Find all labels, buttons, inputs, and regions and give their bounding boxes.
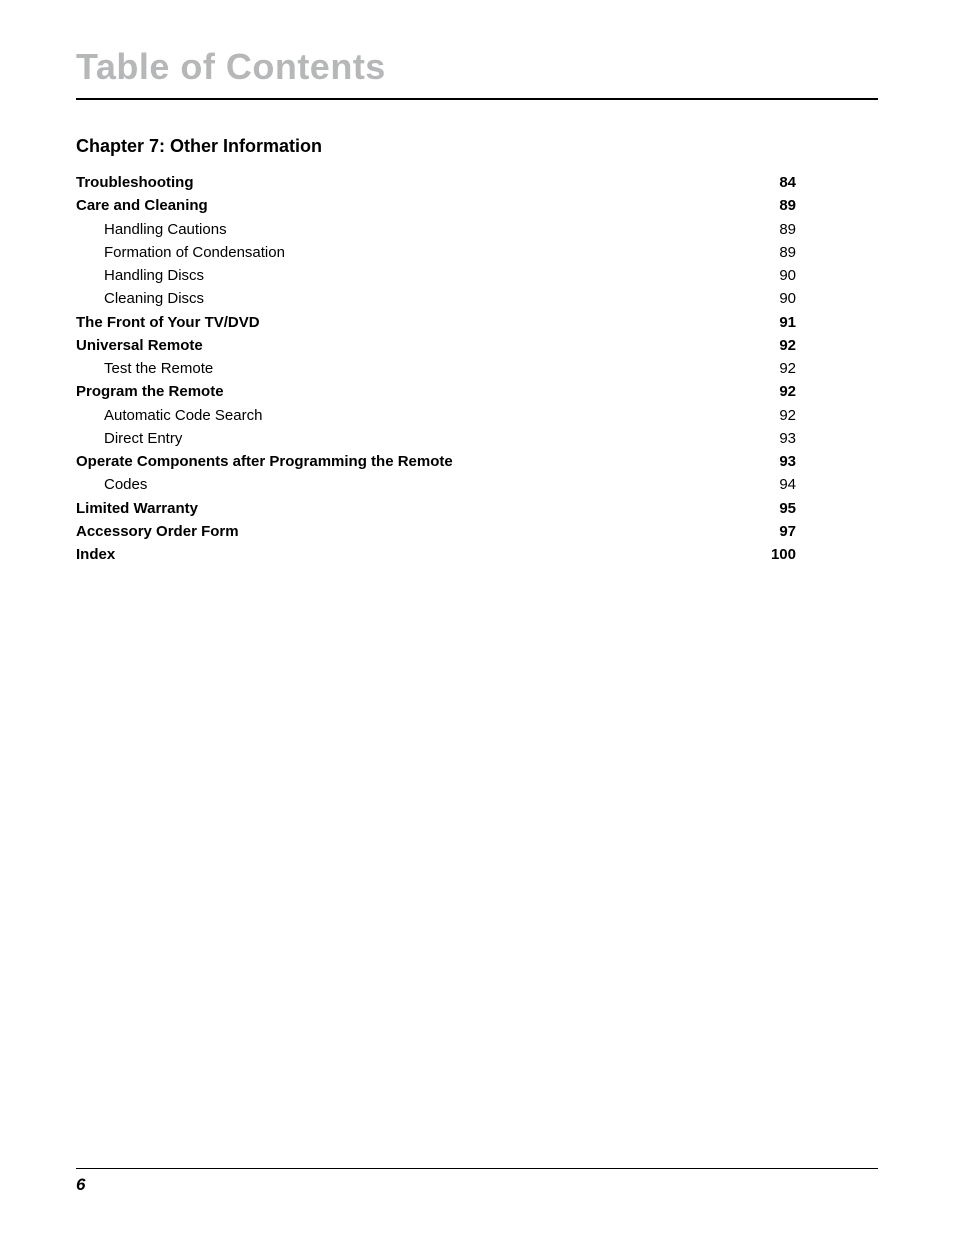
toc-entry-page: 95 — [779, 497, 796, 520]
toc-entry-page: 89 — [779, 241, 796, 264]
page-footer: 6 — [76, 1168, 878, 1195]
toc-entry: Universal Remote 92 — [76, 334, 796, 357]
toc-entry: Test the Remote 92 — [76, 357, 796, 380]
toc-entry-label: Accessory Order Form — [76, 520, 239, 543]
toc-entry-label: Cleaning Discs — [76, 287, 204, 310]
toc-entry-page: 92 — [779, 334, 796, 357]
toc-entry-page: 92 — [779, 404, 796, 427]
toc-entry-label: Program the Remote — [76, 380, 224, 403]
toc-entry: Automatic Code Search 92 — [76, 404, 796, 427]
toc-entry: Index 100 — [76, 543, 796, 566]
toc-entry: Cleaning Discs 90 — [76, 287, 796, 310]
toc-entry-label: Automatic Code Search — [76, 404, 262, 427]
toc-entry-page: 97 — [779, 520, 796, 543]
toc-entry: Program the Remote 92 — [76, 380, 796, 403]
toc-entry: Codes 94 — [76, 473, 796, 496]
toc-entry: Accessory Order Form 97 — [76, 520, 796, 543]
toc-entry-label: Direct Entry — [76, 427, 182, 450]
footer-rule — [76, 1168, 878, 1169]
toc-entry-page: 92 — [779, 380, 796, 403]
toc-entry-label: Codes — [76, 473, 147, 496]
toc-entry-label: The Front of Your TV/DVD — [76, 311, 260, 334]
toc-entry-page: 89 — [779, 194, 796, 217]
toc-entry-label: Formation of Condensation — [76, 241, 285, 264]
toc-entry-page: 89 — [779, 218, 796, 241]
document-title: Table of Contents — [76, 46, 878, 88]
toc-list: Troubleshooting84Care and Cleaning89Hand… — [76, 171, 796, 566]
toc-entry-page: 84 — [779, 171, 796, 194]
title-rule — [76, 98, 878, 100]
toc-entry: Handling Cautions 89 — [76, 218, 796, 241]
toc-entry-label: Troubleshooting — [76, 171, 194, 194]
toc-entry: Care and Cleaning 89 — [76, 194, 796, 217]
toc-entry: Handling Discs 90 — [76, 264, 796, 287]
toc-entry-page: 92 — [779, 357, 796, 380]
toc-entry: The Front of Your TV/DVD 91 — [76, 311, 796, 334]
toc-entry: Troubleshooting 84 — [76, 171, 796, 194]
toc-entry-page: 94 — [779, 473, 796, 496]
toc-entry-label: Operate Components after Programming the… — [76, 450, 453, 473]
toc-entry-label: Care and Cleaning — [76, 194, 208, 217]
toc-entry-page: 91 — [779, 311, 796, 334]
toc-entry-label: Universal Remote — [76, 334, 203, 357]
toc-entry-label: Handling Discs — [76, 264, 204, 287]
toc-entry-label: Handling Cautions — [76, 218, 227, 241]
toc-entry: Limited Warranty 95 — [76, 497, 796, 520]
toc-entry-label: Index — [76, 543, 115, 566]
page-number: 6 — [76, 1175, 878, 1195]
toc-entry-label: Test the Remote — [76, 357, 213, 380]
toc-entry-page: 100 — [771, 543, 796, 566]
toc-entry-label: Limited Warranty — [76, 497, 198, 520]
toc-entry-page: 90 — [779, 264, 796, 287]
toc-entry: Direct Entry 93 — [76, 427, 796, 450]
toc-entry: Operate Components after Programming the… — [76, 450, 796, 473]
chapter-heading: Chapter 7: Other Information — [76, 136, 878, 157]
toc-entry-page: 93 — [779, 427, 796, 450]
toc-entry-page: 90 — [779, 287, 796, 310]
toc-entry: Formation of Condensation 89 — [76, 241, 796, 264]
page: Table of Contents Chapter 7: Other Infor… — [0, 0, 954, 1235]
toc-entry-page: 93 — [779, 450, 796, 473]
